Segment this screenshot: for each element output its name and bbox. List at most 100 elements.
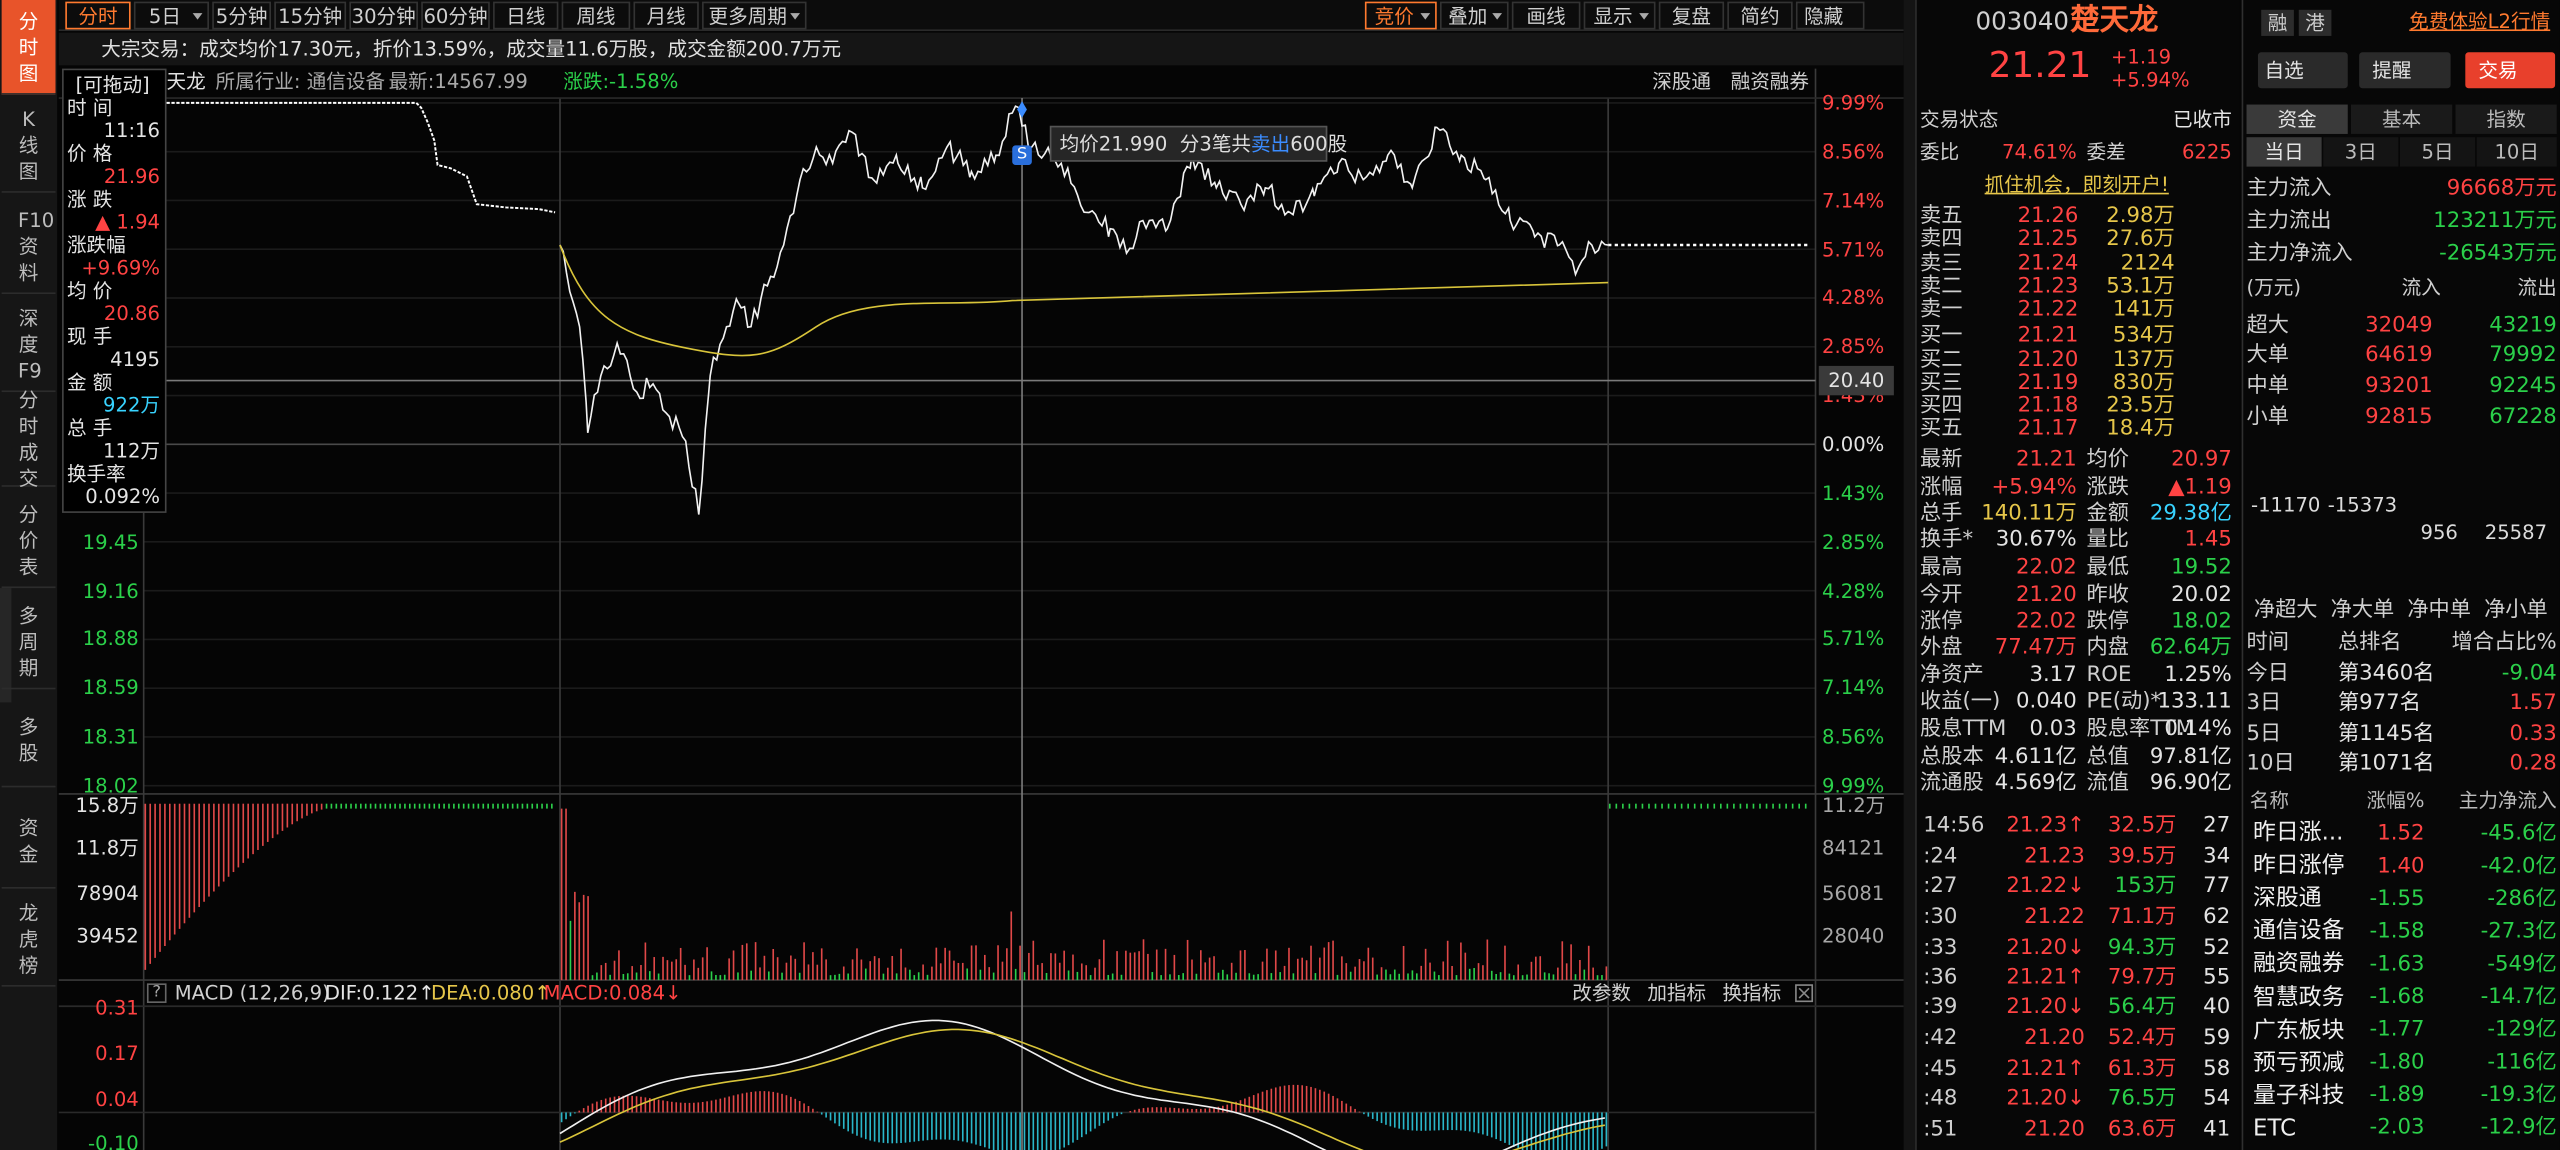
sector-name[interactable]: 通信设备	[2253, 918, 2345, 945]
fund-tab[interactable]	[2246, 104, 2348, 134]
sector-name[interactable]: 融资融券	[2253, 951, 2345, 978]
watch-button[interactable]	[2257, 52, 2348, 89]
sector-name[interactable]: 预亏预减	[2253, 1049, 2345, 1076]
flow-row-label: 超大	[2246, 312, 2290, 338]
sidebar-tab[interactable]: 分时图	[1, 0, 56, 95]
tool-button-label: 复盘	[1671, 4, 1712, 27]
alert-button[interactable]	[2359, 52, 2451, 89]
sector-name[interactable]: 广东板块	[2253, 1017, 2345, 1044]
fund-tab[interactable]	[2351, 104, 2453, 134]
tick-count: 41	[2203, 1116, 2231, 1142]
period-button-label: 10日	[2494, 140, 2540, 164]
tool-button[interactable]	[1727, 1, 1793, 30]
flow-out: 67228	[2489, 404, 2557, 429]
tick-time: :33	[1923, 935, 1958, 960]
l2-link[interactable]: 免费体验L2行情	[2409, 9, 2551, 33]
stat-value: +5.94%	[1991, 474, 2077, 500]
sidebar-tab[interactable]: 多股	[1, 693, 56, 788]
rank-period: 10日	[2246, 750, 2295, 776]
sector-name[interactable]: ETC	[2253, 1115, 2297, 1142]
period-button[interactable]	[2476, 137, 2557, 167]
industry: 所属行业: 通信设备	[215, 70, 386, 94]
pct-axis-label: 7.14%	[1822, 189, 1885, 212]
flow-value: 123211万元	[2433, 208, 2557, 233]
tag-box	[2261, 9, 2294, 36]
tool-button[interactable]	[1795, 1, 1865, 30]
period-tab[interactable]	[274, 1, 347, 30]
sidebar-tab[interactable]: F10资料	[1, 199, 56, 295]
period-tab[interactable]	[493, 1, 559, 30]
info-value: 112万	[103, 439, 160, 463]
period-button[interactable]	[2399, 137, 2476, 167]
sector-name[interactable]: 深股通	[2253, 885, 2322, 912]
period-tab[interactable]	[421, 1, 490, 30]
period-tab-label: 5日	[148, 4, 181, 27]
sector-header: 涨幅%	[2366, 788, 2425, 812]
flow-row-label: 中单	[2246, 373, 2290, 398]
sector-name[interactable]: 量子科技	[2253, 1082, 2345, 1109]
stat-value: 20.02	[2171, 582, 2232, 607]
tick-price: 21.22	[2024, 904, 2085, 929]
promo-link[interactable]: 抓住机会，即刻开户!	[1984, 173, 2169, 197]
net-flow-value: 25587	[2484, 521, 2548, 544]
sidebar-tab[interactable]: 深度F9	[1, 297, 56, 393]
period-tab[interactable]	[633, 1, 699, 30]
sector-name[interactable]: 智慧政务	[2253, 984, 2345, 1011]
stat-label: 净资产	[1919, 662, 1984, 687]
stat-value: 21.20	[2015, 582, 2077, 607]
help-icon[interactable]: ?	[152, 983, 162, 1002]
sector-name[interactable]: 昨日涨...	[2253, 820, 2344, 847]
period-tab[interactable]	[702, 1, 807, 30]
sidebar-tab[interactable]: K线图	[1, 98, 56, 193]
macd-axis-label: 0.31	[95, 996, 139, 1020]
rank-header: 增合占比%	[2451, 629, 2557, 655]
header-link[interactable]: 深股通	[1652, 70, 1712, 94]
tick-time: :45	[1923, 1056, 1958, 1081]
macd-axis-label: -0.10	[88, 1132, 139, 1150]
flow-header: 流出	[2517, 276, 2557, 299]
stat-label: 总股本	[1919, 744, 1984, 769]
indicator-action[interactable]: 加指标	[1647, 981, 1707, 1005]
info-label: 时 间	[66, 96, 113, 120]
book-price: 21.21	[2017, 322, 2079, 348]
tick-volume: 153万	[2114, 873, 2177, 898]
sidebar-tab[interactable]: 分时成交	[1, 388, 56, 489]
macd-axis-label: 0.04	[95, 1087, 139, 1111]
flow-out: 43219	[2489, 312, 2557, 338]
trade-button[interactable]	[2465, 52, 2556, 89]
period-tab-label: 15分钟	[278, 4, 343, 27]
sidebar-tab[interactable]: 多周期	[1, 595, 56, 690]
indicator-action[interactable]: 改参数	[1572, 981, 1632, 1005]
pct-axis-label: 1.43%	[1822, 481, 1885, 505]
tool-button[interactable]	[1364, 1, 1437, 30]
sidebar-tab[interactable]: 分价表	[1, 493, 56, 589]
period-tab[interactable]	[133, 1, 209, 30]
sector-header: 主力净流入	[2458, 788, 2557, 812]
header-link[interactable]: 融资融券	[1730, 70, 1810, 94]
sidebar-tab[interactable]: 龙虎榜	[1, 892, 56, 987]
indicator-action[interactable]: 换指标	[1722, 981, 1782, 1005]
period-tab[interactable]	[212, 1, 272, 30]
sidebar-tab[interactable]: 资金	[1, 794, 56, 889]
period-tab[interactable]	[65, 1, 131, 30]
period-button[interactable]	[2323, 137, 2399, 167]
stat-label: 最高	[1919, 554, 1963, 580]
tool-button[interactable]	[1439, 1, 1509, 30]
tool-button[interactable]	[1511, 1, 1581, 30]
tool-button[interactable]	[1583, 1, 1656, 30]
period-button[interactable]	[2246, 137, 2322, 167]
book-volume: 53.1万	[2106, 273, 2175, 299]
book-volume: 23.5万	[2106, 392, 2175, 418]
price-axis-label: 18.88	[82, 627, 139, 651]
fund-tab[interactable]	[2455, 104, 2557, 134]
net-flow-label: 净超大	[2253, 597, 2318, 622]
sector-name[interactable]: 昨日涨停	[2253, 852, 2345, 879]
stat-label: 金额	[2086, 500, 2130, 526]
stat-label: 内盘	[2086, 634, 2130, 660]
stat-value: 20.97	[2171, 446, 2232, 472]
stat-value: 1.45	[2184, 526, 2232, 552]
period-tab[interactable]	[349, 1, 418, 30]
period-tab[interactable]	[561, 1, 631, 30]
book-level: 买一	[1919, 322, 1963, 348]
tool-button[interactable]	[1658, 1, 1725, 30]
